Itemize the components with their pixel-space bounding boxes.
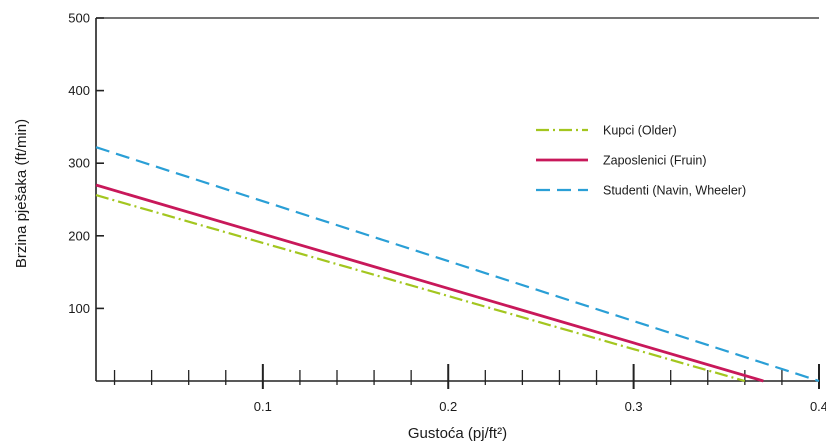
x-axis-ticks: 0.1 0.2 0.3 0.4 (113, 364, 826, 414)
legend-entry-label: Kupci (Older) (603, 124, 677, 138)
series-line (95, 183, 764, 383)
legend-entry-label: Zaposlenici (Fruin) (603, 154, 707, 168)
x-tick-label: 0.3 (625, 399, 643, 414)
y-tick-label: 100 (68, 301, 90, 316)
legend-entry-label: Studenti (Navin, Wheeler) (603, 184, 746, 198)
series-lines (95, 146, 820, 383)
legend: Kupci (Older) Zaposlenici (Fruin) Studenti… (536, 124, 746, 198)
y-tick-label: 300 (68, 156, 90, 171)
y-tick-label: 400 (68, 83, 90, 98)
x-tick-label: 0.2 (439, 399, 457, 414)
series-line (95, 194, 746, 383)
y-axis-title: Brzina pješaka (ft/min) (13, 119, 30, 268)
plot-frame (95, 17, 819, 382)
x-tick-label: 0.4 (810, 399, 826, 414)
y-tick-label: 500 (68, 11, 90, 26)
series-line (95, 146, 820, 383)
x-axis-title: Gustoća (pj/ft²) (408, 425, 507, 442)
y-axis-ticks: 100 200 300 400 500 (68, 11, 104, 316)
y-tick-label: 200 (68, 228, 90, 243)
x-tick-label: 0.1 (254, 399, 272, 414)
